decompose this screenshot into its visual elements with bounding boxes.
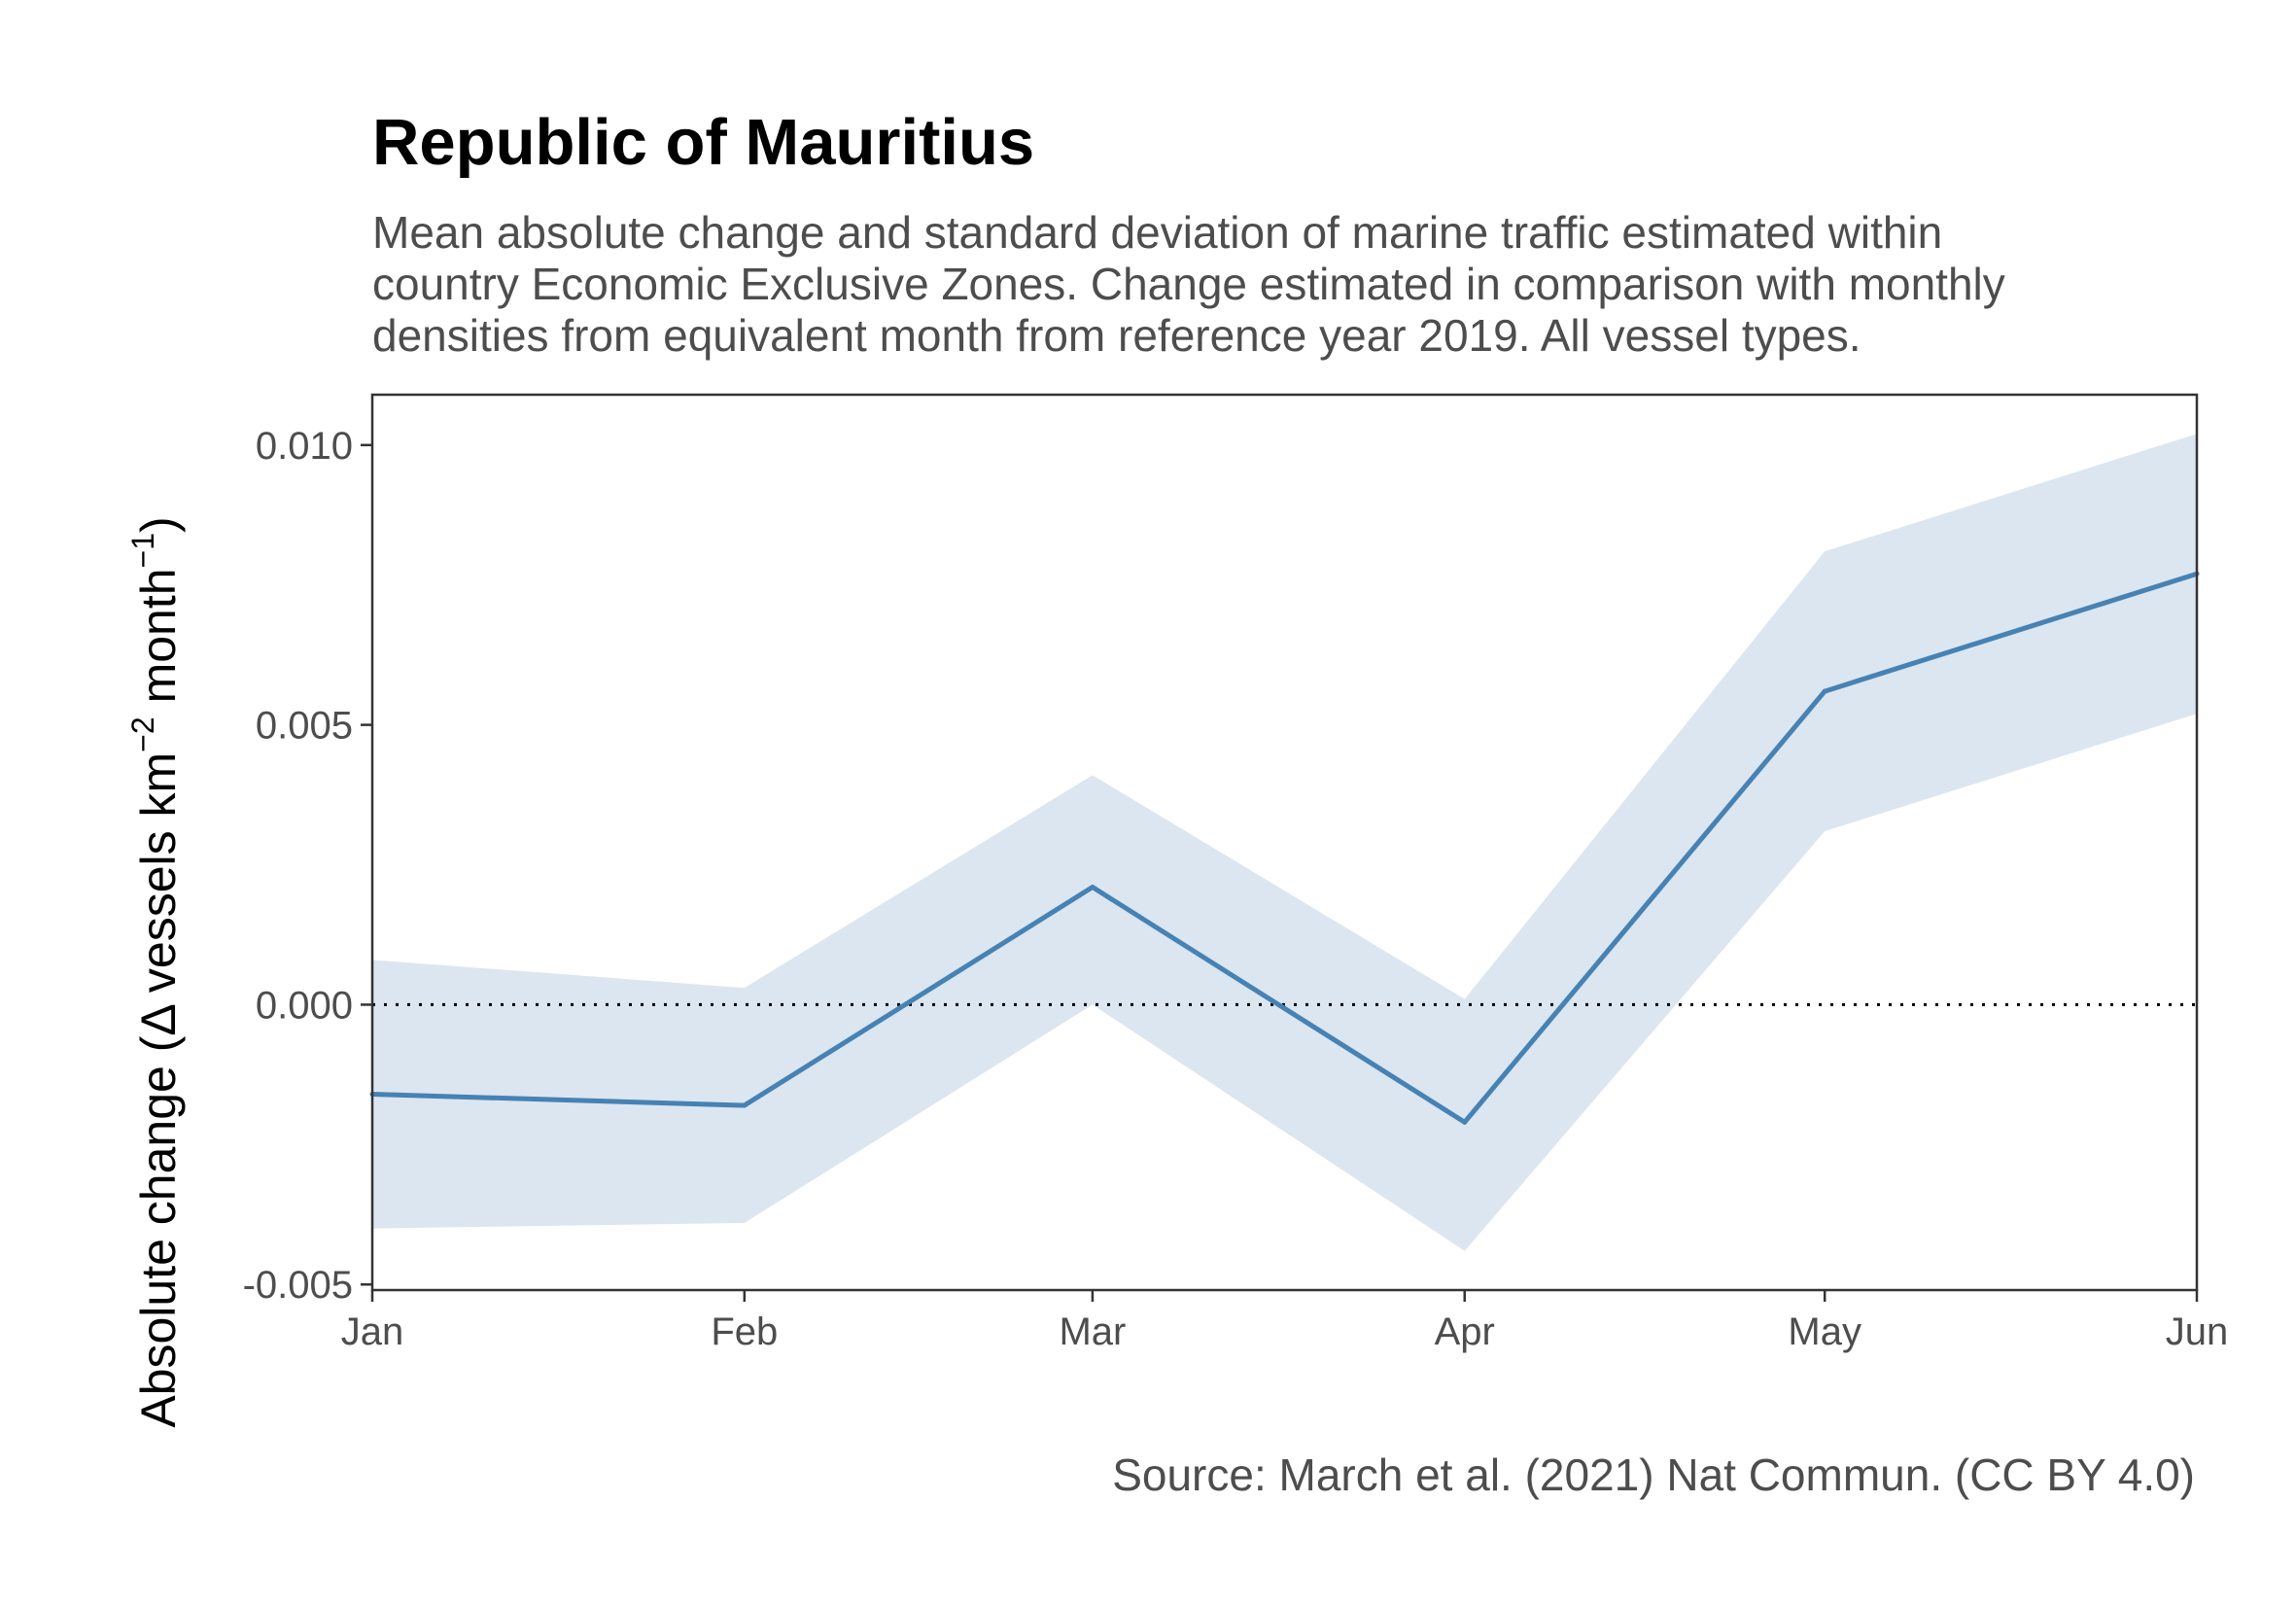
x-tick-label: Apr: [1435, 1310, 1495, 1353]
x-tick-label: Mar: [1059, 1310, 1126, 1353]
y-axis-label: Absolute change (Δ vessels km−2 month−1): [125, 516, 186, 1427]
sd-band-0: [372, 434, 2197, 1251]
x-tick-label: Jan: [341, 1310, 404, 1353]
mean-line-0: [371, 571, 2198, 1125]
chart-caption: Source: March et al. (2021) Nat Commun. …: [1112, 1450, 2195, 1500]
data-point-apr: [1462, 1119, 1468, 1125]
y-tick-label: -0.005: [243, 1264, 353, 1307]
ylabel-exponent-1: −2: [125, 716, 160, 751]
subtitle-line-3: densities from equivalent month from ref…: [372, 310, 1861, 361]
chart-subtitle: Mean absolute change and standard deviat…: [372, 207, 2219, 362]
y-tick-label: 0.010: [256, 425, 353, 468]
subtitle-line-2: country Economic Exclusive Zones. Change…: [372, 259, 2005, 309]
ylabel-prefix: Absolute change (: [131, 1035, 186, 1427]
ylabel-suffix: ): [131, 516, 186, 533]
x-tick-label: Jun: [2166, 1310, 2229, 1353]
ylabel-exponent-2: −1: [125, 533, 160, 568]
y-axis: -0.005 0.000 0.005 0.010: [243, 425, 372, 1307]
data-point-may: [1822, 688, 1827, 694]
ylabel-month: month: [131, 568, 186, 716]
x-axis: Jan Feb Mar Apr May Jun: [341, 1290, 2229, 1353]
data-point-feb: [742, 1102, 748, 1108]
sd-band-layer: [372, 434, 2197, 1251]
plot-panel-border: [370, 393, 2199, 1292]
subtitle-line-1: Mean absolute change and standard deviat…: [372, 207, 1943, 258]
chart-title: Republic of Mauritius: [372, 106, 1035, 179]
x-tick-label: Feb: [711, 1310, 778, 1353]
y-tick-label: 0.000: [256, 984, 353, 1027]
data-point-mar: [1090, 885, 1096, 891]
y-tick-label: 0.005: [256, 705, 353, 748]
ylabel-delta: Δ: [131, 1005, 186, 1036]
x-tick-label: May: [1788, 1310, 1861, 1353]
ylabel-vessels: vessels km: [131, 752, 186, 1006]
